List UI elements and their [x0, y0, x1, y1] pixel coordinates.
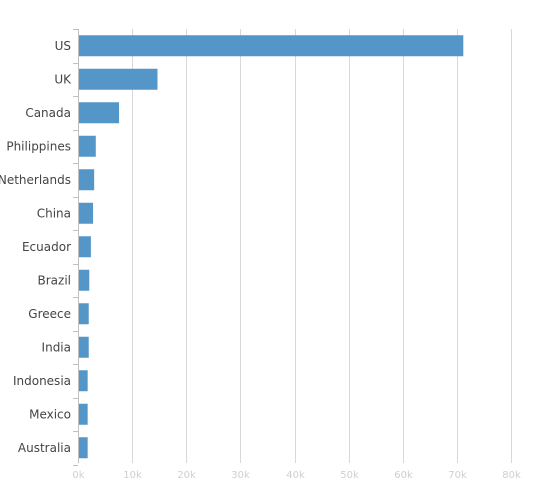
category-label: Greece [28, 307, 71, 321]
x-tick-label: 30k [231, 470, 250, 481]
category-label: Canada [25, 106, 71, 120]
bar [79, 303, 89, 325]
category-label: US [55, 39, 71, 53]
category-label: Mexico [29, 407, 71, 421]
x-tick-label: 0k [72, 470, 84, 481]
category-label: China [37, 206, 71, 220]
x-tick-label: 50k [340, 470, 359, 481]
bar [79, 202, 94, 224]
bar [79, 236, 91, 258]
bar [79, 269, 90, 291]
bar [79, 135, 96, 157]
bar [79, 370, 88, 392]
bar [79, 68, 158, 90]
labels-layer: 0k 10k 20k 30k 40k 50k 60k 70k 80k US UK Canada Phil… [0, 39, 521, 481]
axis-layer [73, 29, 79, 466]
x-tick-label: 20k [177, 470, 196, 481]
bar [79, 102, 120, 124]
bar [79, 336, 89, 358]
category-label: Brazil [38, 273, 72, 287]
bar [79, 437, 88, 459]
bars-layer [79, 35, 464, 459]
x-tick-label: 60k [394, 470, 413, 481]
category-label: Philippines [6, 139, 71, 153]
category-label: Australia [18, 441, 71, 455]
category-label: Netherlands [0, 173, 71, 187]
category-label: Ecuador [22, 240, 71, 254]
category-label: Indonesia [13, 374, 71, 388]
x-tick-label: 10k [123, 470, 142, 481]
category-label: India [42, 340, 71, 354]
x-tick-label: 80k [502, 470, 521, 481]
bar [79, 169, 95, 191]
x-tick-label: 70k [448, 470, 467, 481]
bar [79, 35, 464, 57]
category-label: UK [54, 72, 72, 86]
x-tick-label: 40k [286, 470, 305, 481]
grid-layer [132, 29, 512, 463]
bar [79, 403, 88, 425]
